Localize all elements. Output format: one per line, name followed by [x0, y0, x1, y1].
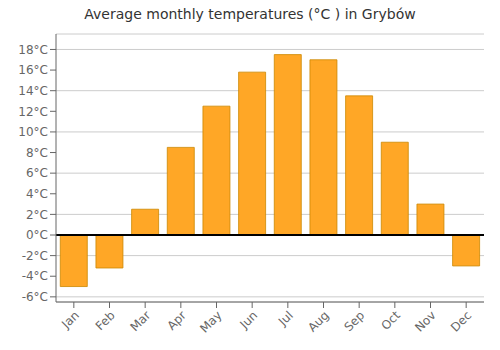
html-text:Average monthly temperatures (: Average monthly temperatures (°C ) in Gr… — [84, 6, 416, 22]
svg-text:14°C: 14°C — [18, 84, 48, 98]
svg-text:Oct: Oct — [378, 308, 403, 333]
svg-text:Jul: Jul — [275, 308, 296, 329]
svg-text:-6°C: -6°C — [22, 290, 48, 304]
svg-text:10°C: 10°C — [18, 125, 48, 139]
svg-text:0°C: 0°C — [26, 228, 48, 242]
svg-text:May: May — [197, 308, 224, 335]
svg-text:4°C: 4°C — [26, 187, 48, 201]
svg-text:Aug: Aug — [305, 308, 331, 334]
svg-text:12°C: 12°C — [18, 105, 48, 119]
svg-text:Jan: Jan — [58, 308, 82, 332]
svg-text:Dec: Dec — [448, 308, 474, 334]
svg-text:2°C: 2°C — [26, 208, 48, 222]
svg-text:Sep: Sep — [341, 308, 367, 334]
svg-text:Mar: Mar — [127, 308, 153, 334]
svg-text:Apr: Apr — [164, 308, 189, 333]
svg-text:Feb: Feb — [93, 308, 118, 333]
svg-text:Jun: Jun — [236, 308, 260, 332]
svg-text:-4°C: -4°C — [22, 269, 48, 283]
svg-text:-2°C: -2°C — [22, 249, 48, 263]
svg-text:6°C: 6°C — [26, 166, 48, 180]
svg-text:18°C: 18°C — [18, 43, 48, 57]
svg-text:Nov: Nov — [412, 308, 438, 334]
svg-text:8°C: 8°C — [26, 146, 48, 160]
svg-text:16°C: 16°C — [18, 63, 48, 77]
